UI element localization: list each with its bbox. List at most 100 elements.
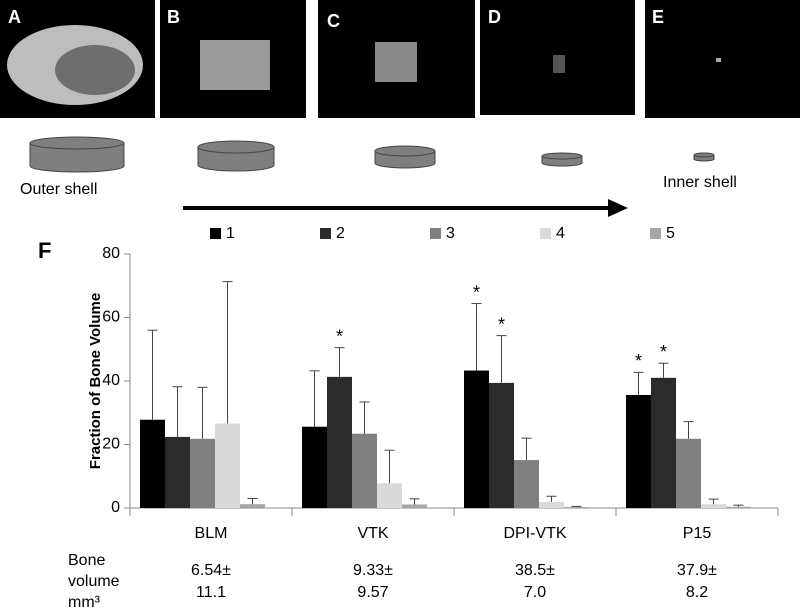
- y-tick-label: 0: [111, 499, 120, 516]
- y-tick-label: 20: [102, 436, 120, 453]
- bar: [327, 376, 352, 508]
- bar: [539, 501, 564, 508]
- panel-label: E: [652, 7, 664, 27]
- legend-label: 3: [446, 225, 455, 242]
- bar: [726, 506, 751, 508]
- bar: [626, 394, 651, 508]
- legend-label: 1: [226, 225, 235, 242]
- outer-shell-label: Outer shell: [20, 181, 97, 198]
- error-bar: [172, 386, 183, 437]
- bar: [564, 507, 589, 508]
- inner-shell-label: Inner shell: [663, 174, 737, 191]
- bone-volume-value: 8.2: [686, 584, 708, 601]
- legend-swatch: [430, 228, 441, 239]
- error-bar: [471, 303, 482, 371]
- bar: [402, 504, 427, 508]
- bar: [190, 438, 215, 508]
- bone-volume-label: mm³: [68, 594, 101, 611]
- bone-volume-value: 6.54±: [191, 562, 231, 579]
- legend-swatch: [650, 228, 661, 239]
- error-bar: [247, 497, 258, 505]
- error-bar: [546, 495, 557, 502]
- bone-volume-label: Bone: [68, 552, 105, 569]
- error-bar: [309, 370, 320, 427]
- error-bar: [733, 504, 744, 507]
- legend-label: 2: [336, 225, 345, 242]
- bone-scan: [55, 45, 135, 95]
- error-bar: [658, 362, 669, 378]
- bar: [489, 382, 514, 508]
- bar: [377, 483, 402, 508]
- bone-scan: [716, 58, 721, 62]
- legend-swatch: [540, 228, 551, 239]
- cylinder-top: [541, 152, 583, 160]
- bar: [240, 504, 265, 508]
- bar: [676, 438, 701, 508]
- significance-marker: *: [473, 282, 480, 302]
- panel-label: B: [167, 7, 180, 27]
- cylinder-top: [693, 152, 715, 158]
- bar: [701, 504, 726, 508]
- error-bar: [334, 347, 345, 377]
- panel-label: C: [327, 11, 340, 31]
- legend-label: 4: [556, 225, 565, 242]
- legend-swatch: [320, 228, 331, 239]
- panel-label: F: [38, 238, 51, 263]
- error-bar: [683, 421, 694, 439]
- y-tick-label: 60: [102, 309, 120, 326]
- bone-volume-value: 9.57: [357, 584, 388, 601]
- x-tick-label: DPI-VTK: [503, 525, 566, 542]
- x-tick-label: P15: [683, 525, 712, 542]
- arrow-head: [608, 199, 628, 217]
- bar: [140, 419, 165, 508]
- bone-volume-value: 9.33±: [353, 562, 393, 579]
- legend-swatch: [210, 228, 221, 239]
- cylinder-top: [374, 145, 436, 157]
- cylinder: [29, 143, 125, 173]
- error-bar: [571, 505, 582, 508]
- y-tick-label: 80: [102, 245, 120, 262]
- bone-scan: [553, 55, 565, 73]
- bar: [165, 436, 190, 508]
- error-bar: [359, 401, 370, 434]
- legend-label: 5: [666, 225, 675, 242]
- bone-volume-value: 37.9±: [677, 562, 717, 579]
- cylinder-top: [197, 140, 275, 154]
- significance-marker: *: [498, 314, 505, 334]
- error-bar: [222, 281, 233, 424]
- error-bar: [633, 371, 644, 395]
- error-bar: [409, 498, 420, 505]
- cylinder: [197, 147, 275, 172]
- bone-volume-value: 11.1: [196, 584, 226, 601]
- x-tick-label: BLM: [195, 525, 228, 542]
- bar: [302, 426, 327, 508]
- y-axis-label: Fraction of Bone Volume: [87, 293, 104, 469]
- error-bar: [521, 437, 532, 461]
- significance-marker: *: [660, 342, 667, 362]
- panel-label: D: [488, 7, 501, 27]
- error-bar: [197, 386, 208, 439]
- panel-image: [645, 0, 800, 118]
- bone-volume-value: 7.0: [524, 584, 546, 601]
- bone-volume-label: volume: [68, 573, 120, 590]
- bar: [215, 423, 240, 508]
- chart: F Fraction of Bone Volume 0 20 40 60 80 1 2 3 4 5 BL…: [38, 225, 779, 611]
- bar: [651, 377, 676, 508]
- x-tick-label: VTK: [357, 525, 388, 542]
- bar: [514, 460, 539, 508]
- error-bar: [708, 498, 719, 505]
- error-bar: [147, 329, 158, 420]
- error-bar: [384, 449, 395, 484]
- panel-label: A: [8, 7, 21, 27]
- image-panels: A B C D E: [0, 0, 800, 118]
- significance-marker: *: [336, 326, 343, 346]
- significance-marker: *: [635, 351, 642, 371]
- bone-scan: [200, 40, 270, 90]
- shell-diagram: [29, 136, 715, 173]
- bar: [352, 433, 377, 508]
- error-bar: [496, 335, 507, 383]
- cylinder-top: [29, 136, 125, 150]
- bar: [464, 370, 489, 508]
- bone-scan: [375, 42, 417, 82]
